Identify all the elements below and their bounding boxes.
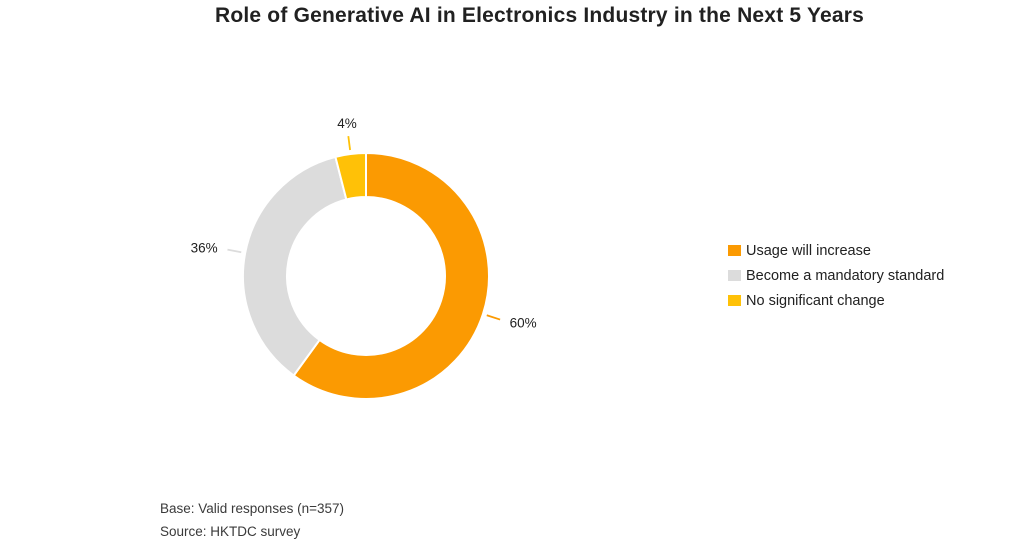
legend-item-become-a-mandatory-standard[interactable]: Become a mandatory standard [728,263,944,288]
legend-item-no-significant-change[interactable]: No significant change [728,288,944,313]
chart-title: Role of Generative AI in Electronics Ind… [214,4,865,27]
slice-value-label: 36% [191,241,218,256]
pie-slice-usage-will-increase[interactable] [292,152,490,400]
slice-value-label: 60% [510,316,537,331]
legend-label: Become a mandatory standard [746,267,945,284]
legend-item-usage-will-increase[interactable]: Usage will increase [728,238,944,263]
leader-line [347,135,351,151]
legend-swatch-icon [728,270,741,281]
legend-label: Usage will increase [746,242,871,259]
base-note: Base: Valid responses (n=357) [160,501,344,516]
slice-value-label: 4% [337,116,357,131]
pie-slice-no-significant-change[interactable] [334,151,367,201]
chart-footnotes: Base: Valid responses (n=357) Source: HK… [160,497,344,541]
source-note: Source: HKTDC survey [160,524,301,539]
leader-line [227,248,242,254]
legend-swatch-icon [728,295,741,306]
legend-swatch-icon [728,245,741,256]
leader-line [486,314,501,321]
legend-label: No significant change [746,292,885,309]
pie-slice-become-a-mandatory-standard[interactable] [241,155,348,377]
legend: Usage will increase Become a mandatory s… [728,238,944,313]
